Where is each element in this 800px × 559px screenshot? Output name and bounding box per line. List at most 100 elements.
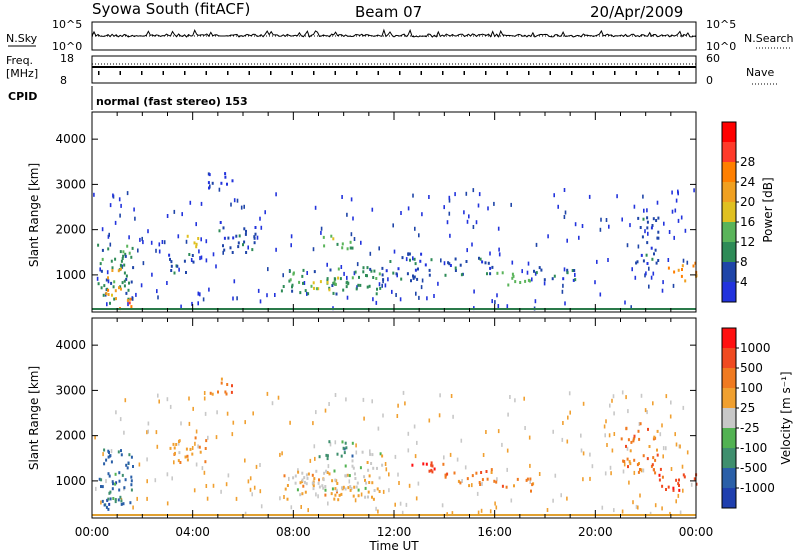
echo-cell (349, 488, 352, 492)
echo-cell (381, 454, 384, 458)
scatter-cell (391, 289, 393, 294)
echo-cell (381, 463, 384, 467)
scatter-cell (146, 479, 148, 484)
scatter-cell (591, 464, 594, 469)
echo-cell (120, 266, 123, 269)
echo-cell (193, 241, 196, 245)
echo-cell (656, 453, 659, 457)
scatter-cell (535, 242, 538, 247)
echo-cell (344, 464, 347, 468)
scatter-cell (677, 218, 680, 223)
echo-cell (123, 486, 126, 490)
scatter-cell (180, 421, 182, 426)
scatter-cell (133, 207, 135, 212)
colorbar-tick-label: -500 (740, 461, 767, 475)
scatter-cell (477, 510, 480, 515)
echo-cell (208, 186, 210, 190)
echo-cell (352, 466, 355, 470)
freq-dip-mark (678, 71, 680, 75)
scatter-cell (677, 191, 679, 196)
echo-cell (101, 248, 104, 252)
scatter-cell (665, 446, 667, 451)
scatter-cell (215, 435, 218, 440)
scatter-cell (384, 283, 387, 288)
echo-cell (633, 434, 636, 438)
echo-cell (368, 284, 371, 288)
echo-cell (312, 487, 315, 491)
scatter-cell (346, 212, 348, 217)
echo-cell (205, 439, 208, 443)
echo-cell (646, 262, 649, 265)
scatter-cell (642, 468, 645, 473)
echo-cell (103, 503, 106, 507)
freq-dip-mark (248, 71, 250, 75)
scatter-cell (682, 488, 684, 493)
scatter-cell (637, 244, 640, 249)
echo-cell (344, 474, 347, 478)
echo-cell (419, 259, 422, 263)
echo-cell (667, 266, 670, 270)
scatter-cell (609, 403, 611, 408)
echo-cell (191, 254, 194, 257)
scatter-cell (506, 304, 509, 309)
echo-cell (178, 440, 180, 443)
scatter-cell (397, 403, 399, 408)
scatter-cell (622, 469, 625, 474)
echo-cell (345, 285, 348, 289)
echo-cell (381, 273, 384, 277)
station-title: Syowa South (fitACF) (92, 0, 250, 18)
scatter-cell (158, 242, 161, 247)
ytick-label: 1000 (55, 474, 86, 488)
echo-cell (480, 471, 483, 474)
echo-cell (117, 450, 120, 454)
cpid-text: normal (fast stereo) 153 (96, 95, 248, 108)
scatter-cell (497, 304, 500, 308)
scatter-cell (684, 228, 687, 233)
scatter-cell (324, 408, 327, 413)
echo-cell (653, 435, 656, 439)
scatter-cell (369, 251, 372, 256)
echo-cell (665, 488, 667, 491)
freq-unit: [MHz] (6, 67, 38, 80)
scatter-cell (166, 501, 169, 506)
echo-cell (531, 483, 534, 487)
scatter-cell (621, 509, 624, 514)
scatter-cell (441, 503, 444, 508)
echo-cell (303, 480, 306, 484)
echo-cell (333, 280, 336, 284)
echo-cell (495, 480, 498, 484)
echo-cell (330, 234, 333, 238)
echo-cell (364, 486, 367, 490)
echo-cell (528, 279, 531, 283)
echo-cell (372, 497, 375, 501)
scatter-cell (249, 487, 252, 492)
echo-cell (370, 462, 373, 465)
scatter-cell (377, 426, 380, 431)
echo-cell (454, 266, 457, 270)
echo-cell (326, 277, 329, 281)
scatter-cell (277, 395, 280, 400)
echo-cell (357, 283, 360, 287)
echo-cell (110, 259, 113, 263)
echo-cell (113, 297, 116, 301)
scatter-cell (401, 510, 404, 515)
echo-cell (106, 498, 109, 502)
ytick-label: 2000 (55, 429, 86, 443)
scatter-cell (173, 460, 175, 465)
echo-cell (340, 492, 343, 496)
scatter-cell (451, 511, 454, 516)
echo-cell (313, 270, 316, 274)
echo-cell (352, 494, 355, 498)
echo-cell (562, 277, 565, 281)
scatter-cell (197, 444, 199, 449)
scatter-cell (352, 216, 354, 221)
echo-cell (322, 486, 325, 490)
scatter-cell (534, 299, 537, 304)
scatter-cell (607, 258, 609, 262)
scatter-cell (387, 277, 389, 282)
scatter-cell (557, 204, 559, 209)
scatter-cell (320, 226, 323, 231)
echo-cell (627, 465, 629, 469)
scatter-cell (128, 235, 130, 240)
scatter-cell (289, 420, 291, 425)
